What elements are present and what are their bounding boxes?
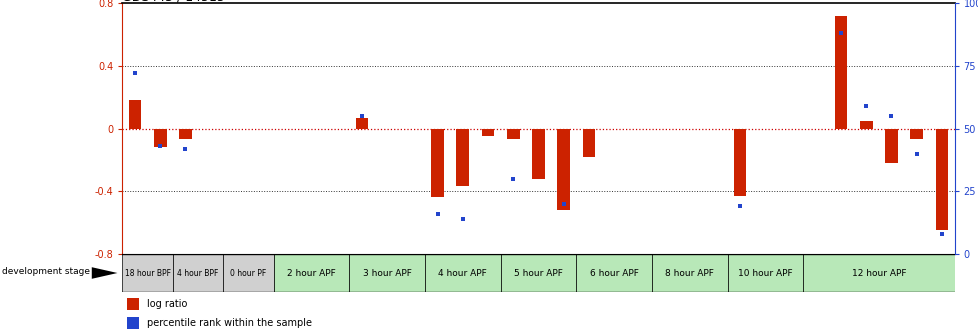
Text: development stage: development stage — [2, 266, 90, 276]
Text: percentile rank within the sample: percentile rank within the sample — [147, 318, 312, 328]
Bar — [223, 254, 274, 292]
Text: 0 hour PF: 0 hour PF — [230, 268, 266, 278]
Text: 4 hour APF: 4 hour APF — [438, 268, 487, 278]
Bar — [910, 129, 922, 139]
Bar — [507, 129, 519, 139]
Bar — [582, 129, 595, 157]
Bar — [456, 129, 468, 186]
Text: 18 hour BPF: 18 hour BPF — [124, 268, 170, 278]
Text: 8 hour APF: 8 hour APF — [665, 268, 714, 278]
Bar — [355, 118, 368, 129]
Bar — [651, 254, 727, 292]
Bar — [935, 129, 948, 230]
Bar — [532, 129, 544, 179]
Bar — [556, 129, 569, 210]
Bar — [349, 254, 424, 292]
Bar — [173, 254, 223, 292]
Text: 4 hour BPF: 4 hour BPF — [177, 268, 218, 278]
Bar — [802, 254, 954, 292]
Bar — [127, 317, 139, 329]
Bar — [127, 298, 139, 310]
Text: 2 hour APF: 2 hour APF — [287, 268, 335, 278]
Bar — [727, 254, 802, 292]
Text: 10 hour APF: 10 hour APF — [737, 268, 792, 278]
Text: log ratio: log ratio — [147, 299, 187, 309]
Bar — [154, 129, 166, 147]
Text: 5 hour APF: 5 hour APF — [513, 268, 562, 278]
Bar — [576, 254, 651, 292]
Bar — [481, 129, 494, 136]
Bar — [424, 254, 500, 292]
Text: 3 hour APF: 3 hour APF — [362, 268, 411, 278]
Bar — [128, 100, 141, 129]
Bar — [431, 129, 443, 197]
Text: 12 hour APF: 12 hour APF — [851, 268, 906, 278]
Bar — [884, 129, 897, 163]
Polygon shape — [92, 267, 117, 279]
Bar — [274, 254, 349, 292]
Bar — [500, 254, 576, 292]
Text: GDS443 / 14515: GDS443 / 14515 — [122, 0, 225, 3]
Bar — [859, 121, 871, 129]
Bar — [734, 129, 745, 196]
Bar — [834, 16, 847, 129]
Bar — [122, 254, 173, 292]
Bar — [179, 129, 192, 139]
Text: 6 hour APF: 6 hour APF — [589, 268, 638, 278]
